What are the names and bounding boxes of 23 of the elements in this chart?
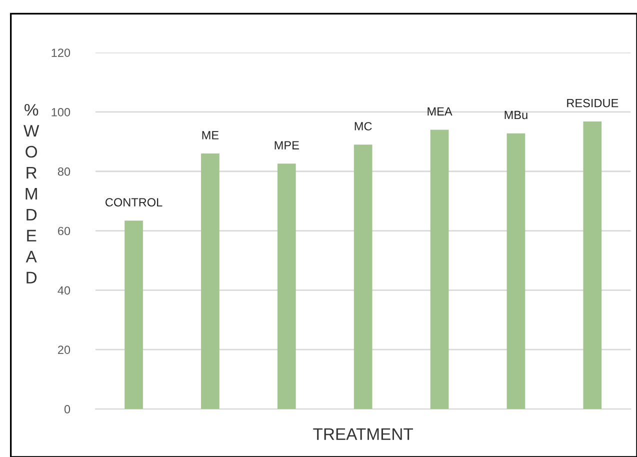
y-tick-label: 120 — [52, 48, 70, 57]
x-tick-label: CONTROL — [106, 198, 162, 206]
x-tick-label: MEA — [428, 107, 452, 116]
bar — [124, 220, 143, 410]
bar — [430, 130, 449, 410]
bar — [506, 133, 526, 410]
y-tick-label: 0 — [64, 405, 70, 414]
bar — [201, 154, 220, 410]
bar — [583, 121, 602, 410]
x-tick-label: MPE — [274, 141, 299, 150]
y-tick-label: 40 — [58, 286, 70, 295]
y-tick-label: 60 — [58, 226, 70, 236]
x-tick-label: MBu — [504, 110, 528, 120]
y-tick-label: 100 — [52, 108, 70, 116]
x-tick-label: ME — [202, 131, 219, 140]
y-tick-label: 20 — [58, 346, 70, 354]
x-tick-label: MC — [354, 122, 372, 130]
x-axis-title: TREATMENT — [313, 428, 414, 440]
y-tick-label: 80 — [58, 167, 70, 176]
text: %WORMDEAD — [24, 104, 40, 284]
bar — [277, 164, 296, 410]
bar — [354, 144, 372, 410]
x-tick-label: RESIDUE — [567, 98, 618, 108]
